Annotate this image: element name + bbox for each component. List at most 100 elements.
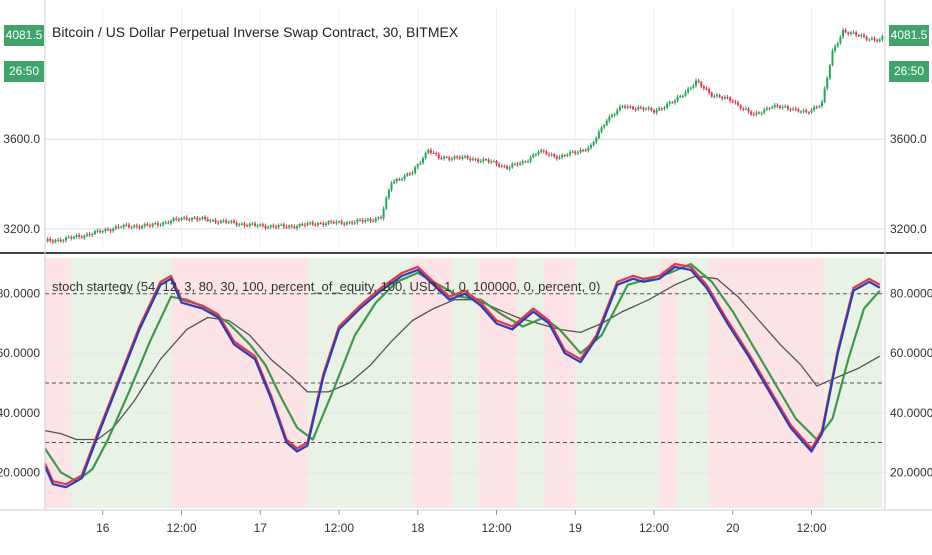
- candle-body: [296, 226, 298, 229]
- candle-body: [511, 164, 514, 168]
- candle-body: [857, 35, 860, 37]
- candle-body: [251, 223, 254, 225]
- candle-body: [852, 32, 855, 34]
- candle-body: [327, 221, 330, 224]
- candle-body: [813, 107, 816, 110]
- candle-body: [222, 220, 225, 222]
- candle-body: [390, 183, 393, 190]
- candle-body: [159, 224, 162, 226]
- x-tick-label: 12:00: [796, 521, 826, 535]
- candle-body: [437, 153, 440, 159]
- candle-body: [51, 240, 54, 242]
- candle-body: [416, 164, 419, 168]
- candle-body: [93, 231, 96, 235]
- candle-body: [527, 161, 529, 163]
- candle-body: [684, 92, 687, 96]
- candle-body: [592, 141, 595, 146]
- candle-body: [873, 38, 876, 40]
- candle-body: [755, 112, 758, 115]
- candle-body: [524, 161, 527, 163]
- candle-body: [695, 80, 697, 86]
- x-tick-label: 12:00: [639, 521, 669, 535]
- candle-body: [86, 234, 88, 236]
- candle-body: [464, 156, 466, 158]
- candle-body: [343, 223, 346, 225]
- candle-body: [78, 235, 81, 237]
- candle-body: [240, 223, 243, 225]
- candle-body: [75, 235, 78, 237]
- candle-body: [545, 151, 548, 155]
- candle-body: [566, 154, 569, 156]
- candle-body: [674, 100, 676, 103]
- stoch-line-gray: [44, 275, 881, 441]
- candle-body: [495, 161, 498, 165]
- signal-region-2: [171, 258, 308, 508]
- candle-body: [322, 223, 325, 226]
- candle-body: [721, 97, 724, 99]
- candle-body: [653, 110, 655, 113]
- candle-body: [542, 150, 545, 152]
- candle-body: [800, 111, 802, 113]
- candle-body: [466, 156, 469, 159]
- price-tick-left: 3200.0: [3, 222, 40, 236]
- candle-body: [445, 156, 448, 158]
- candle-body: [789, 108, 792, 110]
- candle-body: [277, 224, 280, 228]
- candle-body: [83, 235, 86, 238]
- candle-body: [356, 219, 359, 223]
- candle-body: [301, 224, 304, 226]
- candle-body: [146, 224, 149, 226]
- candle-body: [823, 88, 826, 102]
- candle-body: [335, 221, 338, 224]
- candle-body: [574, 151, 577, 154]
- candle-body: [448, 157, 451, 160]
- candle-body: [485, 159, 487, 161]
- candle-body: [209, 220, 212, 222]
- candle-body: [261, 224, 264, 226]
- candle-body: [550, 154, 553, 156]
- candle-body: [372, 220, 375, 222]
- candle-body: [471, 158, 474, 160]
- candle-body: [177, 219, 180, 221]
- candle-body: [611, 114, 613, 117]
- candle-body: [634, 109, 637, 111]
- candle-body: [521, 161, 524, 164]
- candle-body: [204, 217, 207, 220]
- candle-body: [482, 159, 485, 162]
- candle-body: [114, 226, 117, 229]
- x-tick-label: 12:00: [324, 521, 354, 535]
- candle-body: [802, 110, 805, 112]
- candle-body: [290, 225, 293, 227]
- candle-body: [183, 217, 186, 219]
- candle-body: [170, 220, 172, 224]
- candle-body: [658, 108, 661, 111]
- x-tick-label: 16: [96, 521, 110, 535]
- signal-region-9: [575, 258, 660, 508]
- candle-body: [282, 224, 285, 227]
- candle-body: [348, 222, 351, 224]
- candle-body: [595, 138, 598, 142]
- candle-body: [201, 217, 204, 219]
- candle-body: [576, 152, 579, 154]
- candle-body: [130, 227, 133, 229]
- candle-body: [429, 149, 432, 153]
- candle-body: [332, 222, 335, 224]
- candle-body: [716, 95, 718, 97]
- candle-body: [700, 82, 703, 87]
- candle-body: [477, 159, 480, 162]
- candle-body: [214, 220, 217, 223]
- candle-body: [876, 39, 879, 42]
- candle-body: [516, 163, 519, 165]
- candle-body: [385, 197, 388, 209]
- candle-body: [529, 157, 532, 162]
- candle-body: [88, 234, 91, 236]
- x-tick-label: 12:00: [166, 521, 196, 535]
- candle-body: [616, 110, 619, 115]
- candle-body: [382, 208, 385, 219]
- candle-body: [112, 228, 115, 232]
- candle-body: [80, 236, 83, 238]
- candle-body: [479, 161, 482, 163]
- candle-body: [797, 109, 800, 112]
- candle-body: [109, 230, 112, 232]
- candle-body: [870, 38, 873, 40]
